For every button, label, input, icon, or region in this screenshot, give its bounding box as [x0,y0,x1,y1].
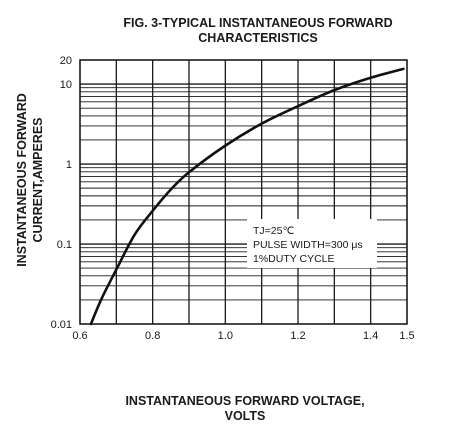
annotation-box [247,219,377,268]
y-tick-label: 20 [60,55,72,67]
x-tick-label: 1.2 [290,330,305,342]
annotation-line-duty: 1%DUTY CYCLE [253,253,335,265]
y-tick-label: 0.01 [51,319,72,331]
grid [79,59,408,325]
x-tick-label: 0.8 [145,330,160,342]
x-axis-title-line-2: VOLTS [225,409,266,423]
plot-frame [79,59,408,325]
annotation-line-tj: TJ=25℃ [253,225,294,237]
x-tick-labels: 0.6 0.8 1.0 1.2 1.4 1.5 [72,330,414,342]
x-tick-label: 1.0 [218,330,233,342]
chart-title-line-2: CHARACTERISTICS [198,31,317,45]
y-axis-title-line-2: CURRENT,AMPERES [31,117,45,242]
x-tick-label: 1.5 [399,330,414,342]
plot-area [89,67,405,326]
forward-current-curve [89,67,405,326]
annotation-line-pulse: PULSE WIDTH=300 μs [253,239,363,251]
chart-title-line-1: FIG. 3-TYPICAL INSTANTANEOUS FORWARD [123,16,392,30]
y-tick-label: 0.1 [57,239,72,251]
y-tick-label: 10 [60,79,72,91]
x-axis-title-line-1: INSTANTANEOUS FORWARD VOLTAGE, [125,394,364,408]
y-axis-title-line-1: INSTANTANEOUS FORWARD [15,93,29,267]
y-tick-labels: 0.01 0.1 1 10 20 [51,55,72,331]
x-tick-label: 1.4 [363,330,378,342]
y-tick-label: 1 [66,159,72,171]
x-tick-label: 0.6 [72,330,87,342]
test-conditions-annotation: TJ=25℃ PULSE WIDTH=300 μs 1%DUTY CYCLE [247,219,377,268]
